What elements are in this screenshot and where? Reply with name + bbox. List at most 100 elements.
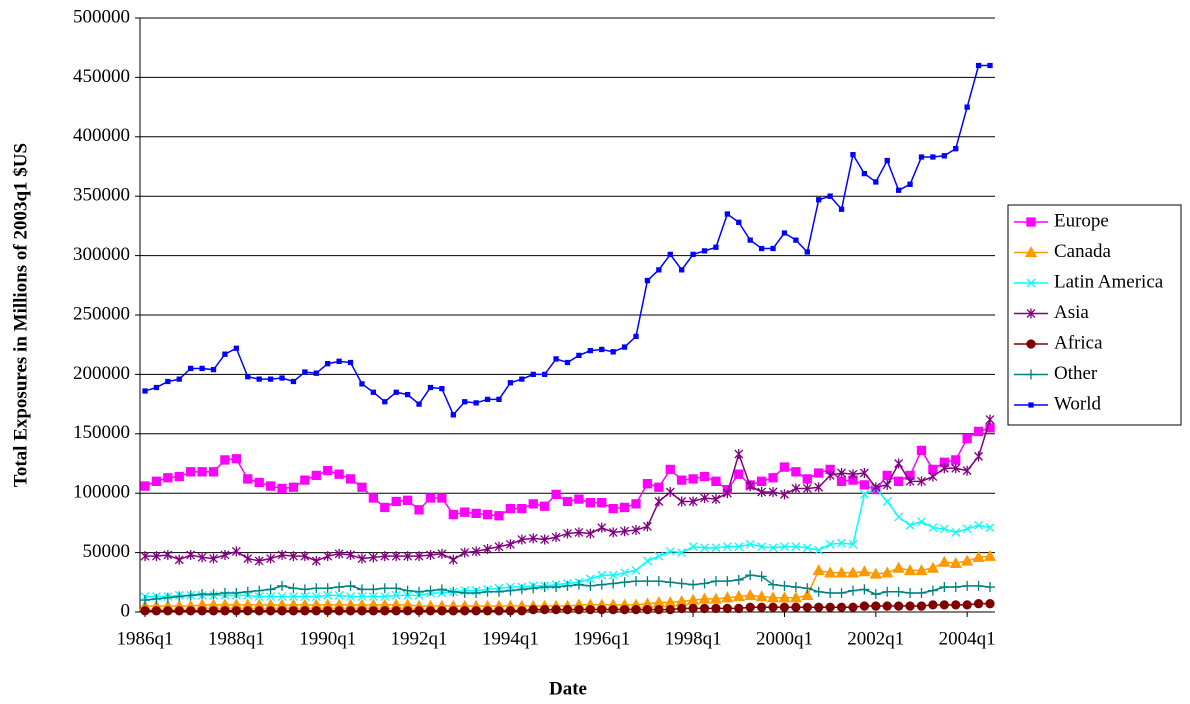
data-point — [231, 546, 241, 557]
data-point — [791, 602, 801, 612]
data-point — [448, 509, 458, 520]
data-point — [724, 211, 731, 217]
data-point — [688, 603, 698, 614]
data-point — [151, 551, 161, 562]
data-point — [951, 455, 961, 465]
data-point — [471, 508, 481, 519]
data-point — [677, 548, 687, 558]
data-point — [585, 574, 595, 584]
data-point — [916, 587, 927, 598]
x-tick-label: 1990q1 — [299, 628, 356, 649]
data-point — [927, 585, 938, 596]
data-point — [242, 586, 253, 597]
data-point — [311, 583, 322, 594]
data-point — [140, 551, 150, 562]
data-point — [174, 554, 184, 565]
data-point — [597, 522, 607, 533]
data-point — [951, 463, 961, 474]
data-point — [837, 538, 847, 548]
data-point — [679, 267, 685, 273]
data-point — [540, 534, 550, 545]
data-point — [597, 498, 607, 508]
data-point — [231, 587, 242, 598]
data-point — [825, 602, 835, 612]
data-point — [690, 251, 696, 258]
data-point — [930, 154, 936, 160]
data-point — [517, 534, 527, 545]
data-point — [973, 580, 984, 591]
data-point — [859, 489, 869, 499]
data-point — [905, 601, 915, 611]
data-point — [370, 389, 377, 395]
data-point — [905, 587, 916, 598]
data-point — [597, 604, 607, 615]
data-point — [813, 586, 824, 597]
data-point — [962, 524, 972, 534]
data-point — [846, 566, 860, 578]
data-point — [747, 237, 753, 243]
data-point — [619, 577, 630, 588]
data-point — [425, 493, 436, 503]
data-point — [779, 542, 789, 552]
data-point — [188, 365, 194, 372]
data-point — [814, 545, 824, 555]
data-point — [825, 464, 835, 475]
data-point — [336, 358, 342, 364]
x-tick-label: 1992q1 — [391, 628, 448, 649]
data-point — [165, 378, 171, 385]
data-point — [894, 512, 904, 522]
data-point — [768, 543, 778, 553]
data-point — [677, 475, 687, 485]
data-point — [539, 582, 550, 593]
data-point — [804, 249, 810, 255]
data-point — [801, 589, 814, 601]
data-point — [688, 579, 699, 590]
data-point — [564, 359, 571, 366]
data-point — [277, 483, 287, 494]
data-point — [402, 606, 413, 616]
data-point — [608, 604, 618, 615]
data-point — [812, 564, 825, 576]
data-point — [471, 587, 482, 598]
legend-marker — [1024, 246, 1038, 258]
data-point — [437, 493, 447, 503]
data-point — [231, 454, 242, 464]
data-point — [951, 600, 961, 610]
data-point — [587, 347, 593, 354]
data-point — [210, 366, 217, 373]
data-point — [574, 604, 584, 615]
data-point — [585, 604, 595, 615]
data-point — [243, 553, 253, 564]
data-point — [928, 600, 938, 610]
data-point — [265, 481, 276, 491]
data-point — [462, 399, 468, 405]
data-point — [870, 589, 881, 600]
data-point — [722, 488, 732, 499]
data-point — [654, 604, 664, 615]
data-point — [884, 157, 890, 164]
data-point — [494, 511, 504, 521]
data-point — [882, 497, 892, 506]
legend-label: Canada — [1054, 241, 1112, 262]
data-point — [985, 414, 995, 425]
data-point — [745, 539, 755, 549]
data-point — [437, 606, 447, 616]
data-point — [267, 376, 274, 382]
data-point — [505, 539, 515, 550]
data-point — [483, 544, 493, 555]
data-point — [254, 585, 265, 596]
data-point — [347, 359, 354, 366]
data-point — [790, 582, 801, 593]
data-point — [323, 465, 333, 476]
data-point — [734, 603, 744, 614]
data-point — [448, 554, 458, 565]
data-point — [768, 602, 778, 612]
data-point — [816, 197, 822, 203]
data-point — [758, 245, 765, 252]
y-tick-label: 500000 — [73, 6, 130, 27]
data-point — [528, 583, 539, 594]
data-point — [848, 469, 858, 480]
data-point — [939, 524, 949, 534]
data-point — [665, 546, 675, 556]
data-point — [288, 482, 299, 492]
